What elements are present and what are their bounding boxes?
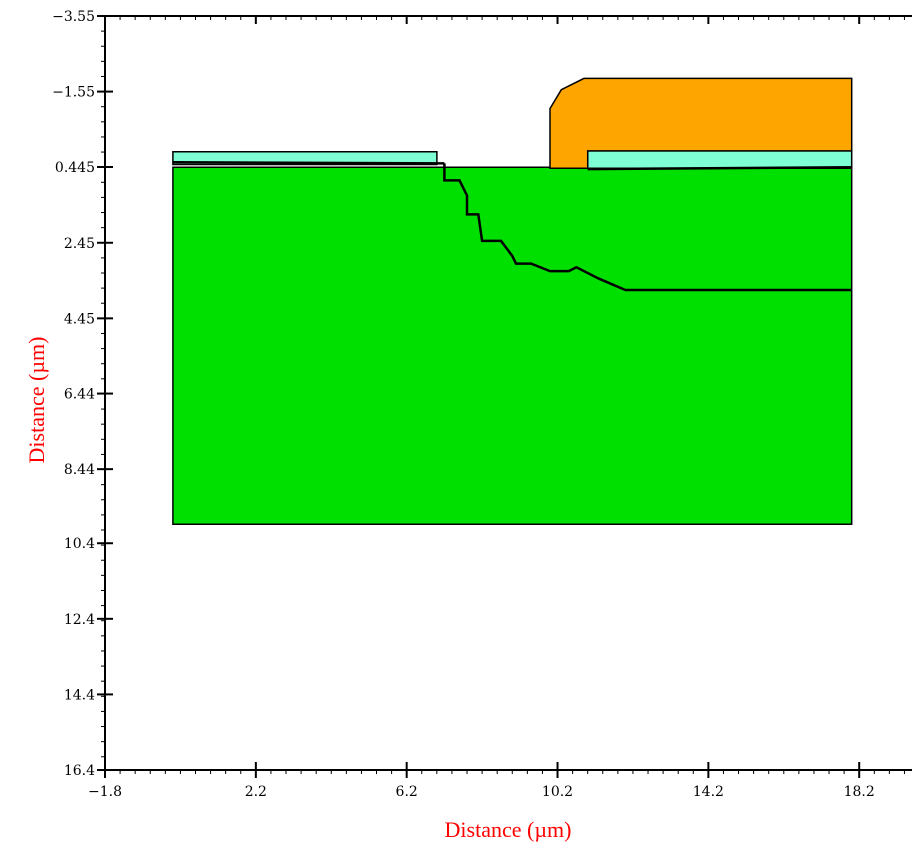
y-tick-label: 14.4 [64, 687, 95, 703]
junction-line-1 [443, 163, 852, 292]
y-tick-label: 10.4 [64, 536, 95, 552]
axes: −1.8 2.2 6.2 10.2 14.2 18.2 −3.55 −1.55 0.445 2.4… [52, 9, 912, 800]
y-tick-label: 6.44 [64, 387, 95, 403]
x-tick-label: 10.2 [542, 784, 573, 800]
y-tick-label: 16.4 [64, 763, 95, 779]
region-0 [172, 166, 853, 526]
y-tick-label: 4.45 [64, 311, 95, 327]
x-tick-label: 14.2 [693, 784, 724, 800]
region-3 [549, 77, 853, 170]
y-tick-label: −1.55 [52, 85, 95, 101]
junction-lines [172, 161, 852, 292]
junction-line-2 [587, 165, 852, 171]
y-tick-label: 2.45 [64, 236, 95, 252]
y-tick-label: −3.55 [52, 9, 95, 25]
y-axis-title: Distance (µm) [24, 337, 49, 464]
junction-line-0 [172, 161, 445, 165]
x-tick-label: −1.8 [88, 784, 122, 800]
region-2 [586, 150, 853, 170]
y-tick-label: 8.44 [64, 462, 95, 478]
x-axis-title: Distance (µm) [445, 817, 572, 842]
x-tick-label: 6.2 [396, 784, 418, 800]
material-regions [172, 77, 853, 526]
y-tick-label: 0.445 [55, 160, 95, 176]
x-tick-label: 18.2 [844, 784, 875, 800]
x-tick-label: 2.2 [245, 784, 267, 800]
y-tick-label: 12.4 [64, 612, 95, 628]
region-1 [172, 150, 438, 166]
